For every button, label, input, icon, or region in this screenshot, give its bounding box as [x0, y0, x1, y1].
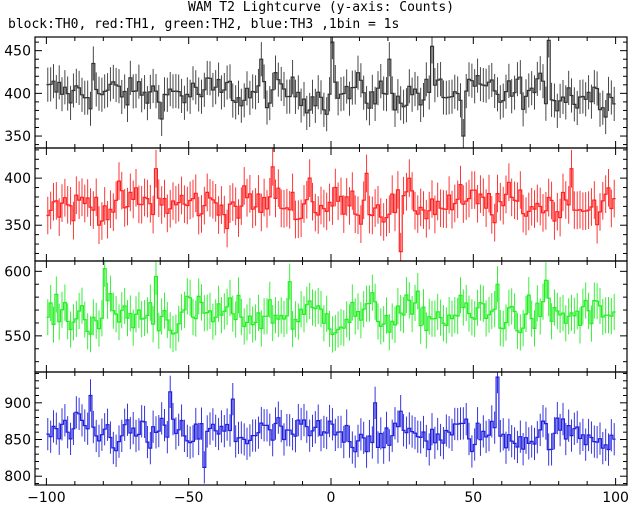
x-tick-label: 50	[464, 490, 482, 505]
x-tick-label: −50	[174, 490, 204, 505]
y-tick-label: 350	[4, 218, 31, 234]
chart-subtitle: block:TH0, red:TH1, green:TH2, blue:TH3 …	[8, 17, 400, 32]
y-tick-label: 550	[4, 329, 31, 345]
series-line-TH0	[46, 39, 616, 137]
y-tick-label: 400	[4, 86, 31, 102]
x-tick-label: −100	[27, 490, 65, 505]
panel-frame-TH3	[34, 371, 628, 486]
x-tick-label: 100	[602, 490, 629, 505]
chart-title: WAM T2 Lightcurve (y-axis: Counts)	[187, 0, 455, 15]
series-line-TH1	[46, 166, 616, 253]
y-tick-label: 600	[4, 264, 31, 280]
y-tick-label: 350	[4, 129, 31, 145]
y-tick-label: 800	[4, 469, 31, 485]
series-line-TH3	[46, 376, 616, 468]
series-line-TH2	[46, 268, 616, 335]
y-tick-label: 400	[4, 171, 31, 187]
y-tick-label: 900	[4, 396, 31, 412]
y-tick-label: 850	[4, 433, 31, 449]
x-tick-label: 0	[327, 490, 336, 505]
y-tick-label: 450	[4, 44, 31, 60]
